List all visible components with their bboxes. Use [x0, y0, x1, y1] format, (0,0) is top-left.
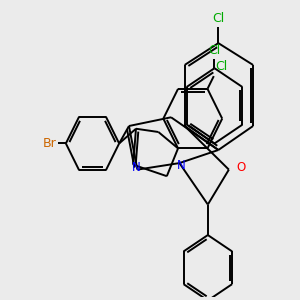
Text: Cl: Cl	[215, 60, 227, 73]
Text: Br: Br	[42, 137, 56, 150]
Text: Cl: Cl	[212, 12, 224, 25]
Text: Cl: Cl	[208, 44, 220, 57]
Text: N: N	[176, 159, 185, 172]
Text: N: N	[132, 161, 140, 175]
Text: O: O	[236, 161, 245, 175]
